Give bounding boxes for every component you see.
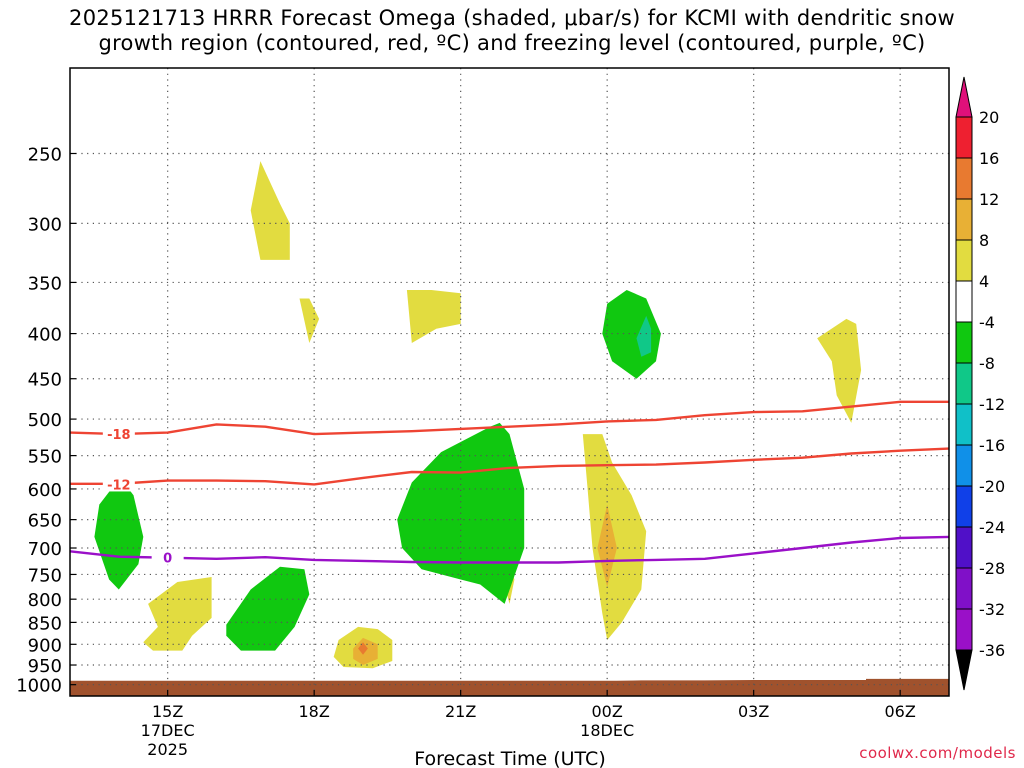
colorbar-swatch-0 bbox=[955, 116, 973, 159]
x-tick-label-00Z-line2: 18DEC bbox=[580, 721, 634, 740]
omega-region-2-0 bbox=[358, 642, 368, 655]
colorbar-swatch-11 bbox=[955, 567, 973, 610]
y-tick-label-600: 600 bbox=[28, 480, 62, 501]
colorbar-swatch-4 bbox=[955, 280, 973, 323]
colorbar-swatch-2 bbox=[955, 198, 973, 241]
x-axis-label: Forecast Time (UTC) bbox=[414, 748, 605, 768]
omega-shaded-regions bbox=[70, 161, 949, 696]
y-tick-label-950: 950 bbox=[28, 656, 62, 677]
omega-region-3-3 bbox=[602, 290, 661, 379]
x-tick-label-18Z: 18Z bbox=[299, 702, 330, 721]
colorbar-swatch-10 bbox=[955, 526, 973, 569]
colorbar-label-6: -8 bbox=[979, 354, 995, 373]
omega-region-0-2 bbox=[406, 290, 461, 343]
contour-minus18 bbox=[69, 400, 949, 436]
omega-region-5-0 bbox=[70, 678, 949, 696]
contour-minus12 bbox=[70, 447, 950, 486]
omega-region-0-0 bbox=[250, 161, 290, 260]
y-tick-label-900: 900 bbox=[28, 635, 62, 656]
colorbar-swatch-9 bbox=[955, 485, 973, 528]
x-tick-label-15Z-line2: 17DEC bbox=[141, 721, 195, 740]
colorbar-swatch-8 bbox=[955, 444, 973, 487]
x-tick-label-21Z: 21Z bbox=[445, 702, 476, 721]
y-tick-label-550: 550 bbox=[28, 447, 62, 468]
colorbar-label-1: 16 bbox=[979, 149, 999, 168]
omega-region-4-0 bbox=[636, 315, 652, 357]
colorbar-label-12: -32 bbox=[979, 600, 1005, 619]
colorbar-swatch-12 bbox=[955, 608, 973, 651]
temperature-contours: -18 -12 0 bbox=[69, 400, 950, 567]
y-axis-ticks: 2503003504004505005506006507007508008509… bbox=[16, 144, 76, 697]
colorbar-label-4: 4 bbox=[979, 272, 989, 291]
y-tick-label-650: 650 bbox=[28, 511, 62, 532]
x-tick-label-03Z: 03Z bbox=[738, 702, 769, 721]
colorbar-label-13: -36 bbox=[979, 641, 1005, 660]
colorbar-label-0: 20 bbox=[979, 108, 999, 127]
chart-title: 2025121713 HRRR Forecast Omega (shaded, … bbox=[0, 6, 1024, 56]
x-tick-label-00Z: 00Z bbox=[592, 702, 623, 721]
omega-region-0-7 bbox=[817, 318, 862, 423]
y-tick-label-350: 350 bbox=[28, 273, 62, 294]
plot-frame bbox=[69, 67, 950, 697]
omega-region-0-1 bbox=[299, 298, 320, 343]
y-tick-label-450: 450 bbox=[28, 370, 62, 391]
y-tick-label-250: 250 bbox=[28, 144, 62, 165]
omega-region-0-3 bbox=[143, 577, 212, 651]
contour-label-bg-minus18 bbox=[102, 427, 135, 442]
omega-colorbar: 20 16 12 8 4 -4 -8 -12 -16 -20 -24 -28 -32 -36 bbox=[955, 76, 1005, 691]
contour-label-bg-minus12 bbox=[102, 477, 135, 492]
omega-region-3-1 bbox=[226, 566, 310, 651]
colorbar-label-10: -24 bbox=[979, 518, 1005, 537]
omega-region-1-1 bbox=[597, 504, 617, 587]
contour-label-minus12: -12 bbox=[107, 478, 131, 493]
chart-title-line-1: 2025121713 HRRR Forecast Omega (shaded, … bbox=[69, 6, 955, 30]
colorbar-label-5: -4 bbox=[979, 313, 995, 332]
grid-lines bbox=[70, 68, 949, 696]
colorbar-label-11: -28 bbox=[979, 559, 1005, 578]
y-tick-label-800: 800 bbox=[28, 590, 62, 611]
colorbar-label-2: 12 bbox=[979, 190, 999, 209]
colorbar-label-8: -16 bbox=[979, 436, 1005, 455]
x-tick-label-15Z: 15Z bbox=[152, 702, 183, 721]
y-tick-label-850: 850 bbox=[28, 613, 62, 634]
colorbar-label-7: -12 bbox=[979, 395, 1005, 414]
colorbar-label-9: -20 bbox=[979, 477, 1005, 496]
colorbar-swatch-3 bbox=[955, 239, 973, 282]
watermark: coolwx.com/models bbox=[859, 744, 1016, 762]
y-tick-label-400: 400 bbox=[28, 325, 62, 346]
colorbar-swatch-5 bbox=[955, 321, 973, 364]
colorbar-swatch-1 bbox=[955, 157, 973, 200]
y-tick-label-1000: 1000 bbox=[16, 676, 62, 697]
x-tick-label-06Z: 06Z bbox=[885, 702, 916, 721]
y-tick-label-500: 500 bbox=[28, 410, 62, 431]
contour-label-zero: 0 bbox=[163, 552, 172, 567]
contour-zero bbox=[69, 535, 950, 564]
contour-label-bg-zero bbox=[151, 550, 184, 565]
colorbar-swatch-7 bbox=[955, 403, 973, 446]
omega-region-0-5 bbox=[582, 434, 647, 640]
x-tick-label-15Z-line3: 2025 bbox=[147, 740, 188, 759]
contour-label-minus18: -18 bbox=[107, 428, 131, 443]
chart-title-line-2: growth region (contoured, red, ºC) and f… bbox=[98, 31, 926, 55]
colorbar-bottom-arrow bbox=[955, 649, 973, 691]
omega-region-3-0 bbox=[94, 479, 144, 590]
colorbar-label-3: 8 bbox=[979, 231, 989, 250]
colorbar-top-arrow bbox=[955, 76, 973, 118]
y-tick-label-700: 700 bbox=[28, 539, 62, 560]
y-tick-label-300: 300 bbox=[28, 214, 62, 235]
y-tick-label-750: 750 bbox=[28, 565, 62, 586]
colorbar-swatch-6 bbox=[955, 362, 973, 405]
